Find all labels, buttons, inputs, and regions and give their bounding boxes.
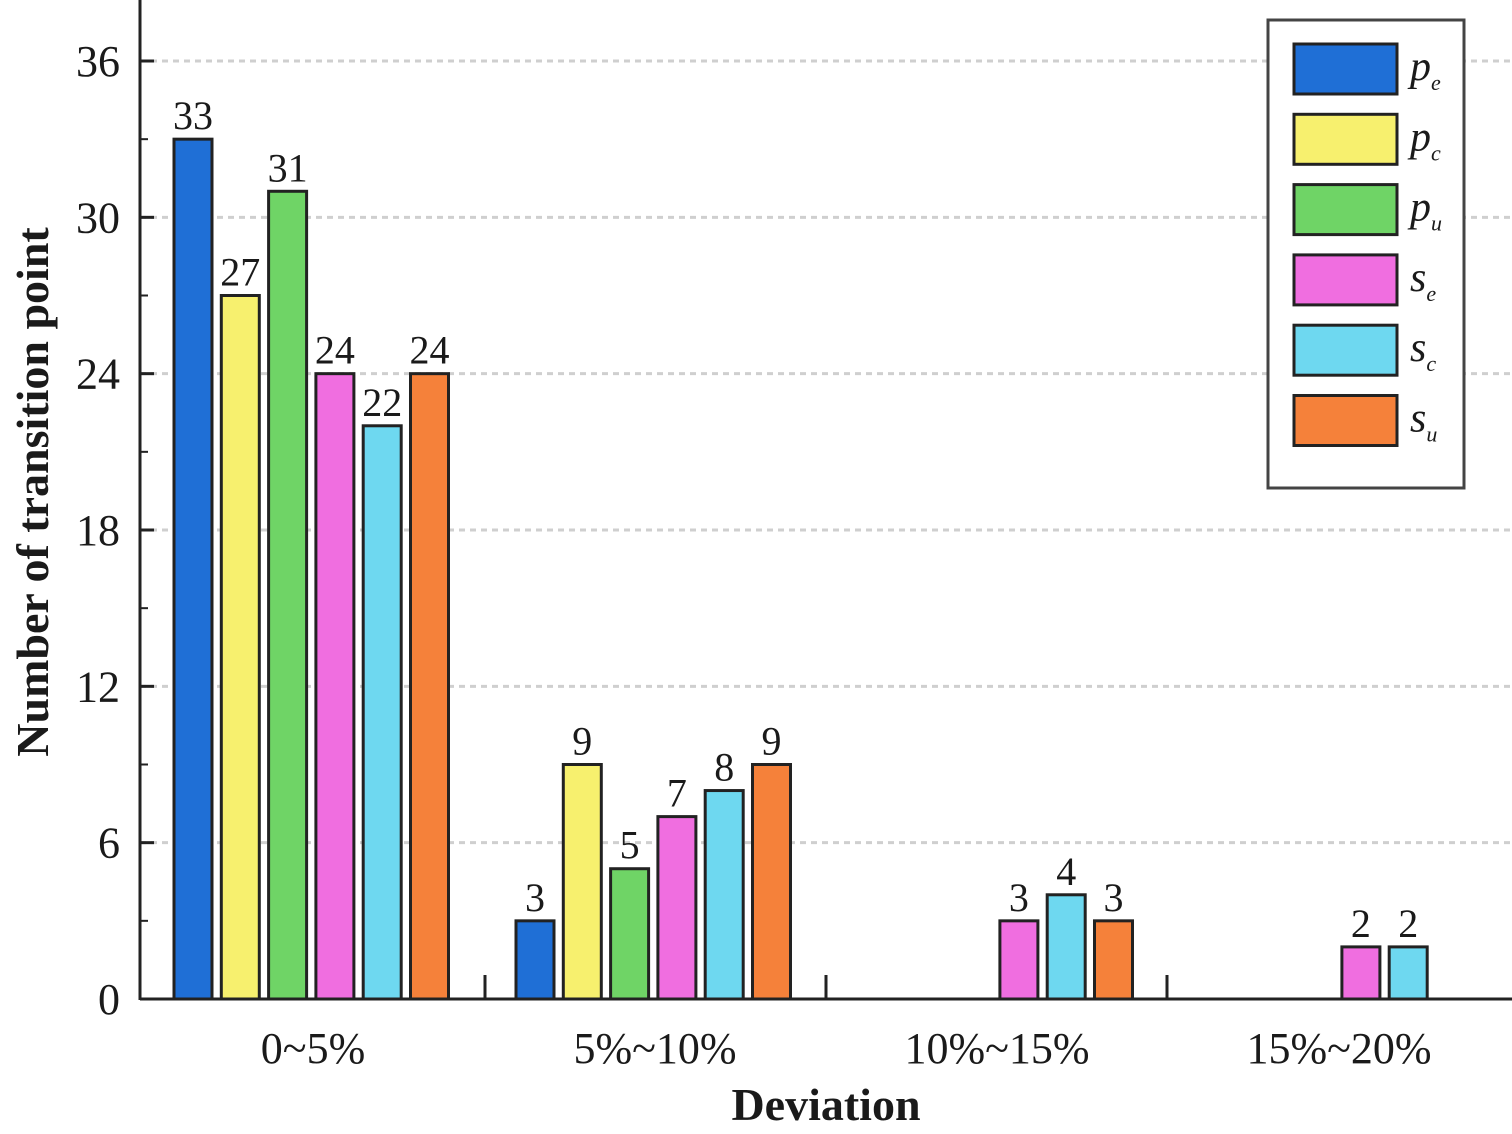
axes	[138, 0, 1512, 1001]
y-tick-label-18: 18	[76, 506, 120, 555]
bar-pe-0	[172, 137, 214, 1001]
legend-label-su: su	[1410, 396, 1437, 447]
bar-su-2	[1093, 919, 1134, 1001]
legend-label-pe: pe	[1407, 44, 1441, 95]
x-axis-title: Deviation	[731, 1079, 920, 1130]
value-label-sc-0: 22	[362, 380, 402, 425]
bar-su-0	[409, 372, 450, 1001]
bar-pc-0	[219, 294, 261, 1001]
legend-label-sc: sc	[1410, 325, 1436, 376]
value-label-se-1: 7	[667, 771, 687, 816]
bar-se-3	[1340, 945, 1382, 1001]
legend-swatch-pu	[1292, 183, 1399, 237]
legend-swatch-pc	[1292, 112, 1399, 166]
value-label-pe-0: 33	[173, 93, 213, 138]
bar-su-1	[751, 763, 792, 1001]
value-label-sc-3: 2	[1398, 901, 1418, 946]
value-label-pc-1: 9	[572, 719, 592, 764]
legend-label-pc: pc	[1407, 114, 1441, 165]
value-label-pu-1: 5	[620, 823, 640, 868]
value-label-sc-2: 4	[1056, 849, 1076, 894]
bar-pe-1	[514, 919, 556, 1001]
x-tick-label-0: 0~5%	[261, 1024, 365, 1073]
x-tick-label-1: 5%~10%	[573, 1024, 736, 1073]
y-tick-labels: 0 6 12 18 24 30 36	[76, 37, 120, 1024]
y-tick-label-24: 24	[76, 350, 120, 399]
bar-sc-1	[703, 789, 745, 1001]
legend-swatch-su	[1292, 394, 1399, 447]
bar-se-0	[314, 372, 356, 1001]
bar-sc-3	[1387, 945, 1429, 1001]
x-tick-label-2: 10%~15%	[904, 1024, 1089, 1073]
gridlines	[140, 59, 1512, 845]
bar-se-2	[998, 919, 1040, 1001]
y-axis-title: Number of transition point	[7, 227, 58, 757]
y-tick-label-12: 12	[76, 662, 120, 711]
value-label-su-2: 3	[1104, 875, 1124, 920]
value-label-se-0: 24	[315, 328, 355, 373]
bar-pc-1	[561, 763, 603, 1001]
x-tick-labels: 0~5% 5%~10% 10%~15% 15%~20%	[261, 1024, 1432, 1073]
legend-label-se: se	[1410, 255, 1436, 306]
bar-se-1	[656, 815, 698, 1001]
bar-pu-0	[267, 189, 309, 1001]
legend: pe pc pu se sc su	[1266, 18, 1466, 490]
value-label-pc-0: 27	[220, 250, 260, 295]
bar-pu-1	[609, 867, 651, 1001]
bar-series-group	[172, 137, 1429, 1001]
value-label-su-0: 24	[410, 328, 450, 373]
value-label-su-1: 9	[762, 719, 782, 764]
legend-swatch-se	[1292, 253, 1399, 307]
bar-sc-2	[1045, 893, 1087, 1001]
value-label-se-3: 2	[1351, 901, 1371, 946]
value-label-pu-0: 31	[268, 145, 308, 190]
y-tick-label-0: 0	[98, 975, 120, 1024]
value-label-sc-1: 8	[714, 745, 734, 790]
y-tick-label-36: 36	[76, 37, 120, 86]
value-label-pe-1: 3	[525, 875, 545, 920]
x-tick-label-3: 15%~20%	[1246, 1024, 1431, 1073]
legend-swatch-sc	[1292, 323, 1399, 377]
value-label-se-2: 3	[1009, 875, 1029, 920]
y-tick-label-6: 6	[98, 819, 120, 868]
bar-sc-0	[361, 424, 403, 1001]
legend-label-pu: pu	[1407, 185, 1442, 236]
y-tick-label-30: 30	[76, 193, 120, 242]
legend-swatch-pe	[1292, 42, 1399, 96]
